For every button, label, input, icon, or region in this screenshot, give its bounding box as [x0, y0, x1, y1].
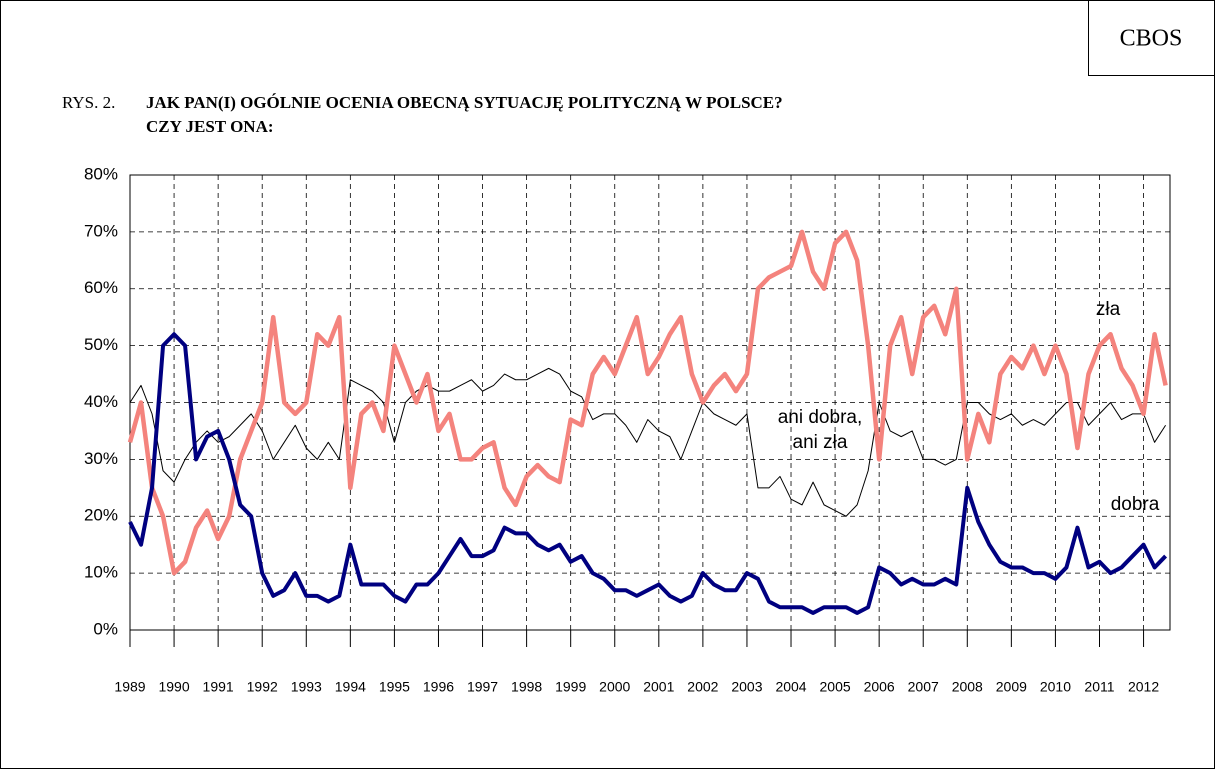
x-tick-label: 2010	[1040, 679, 1071, 695]
source: CBOS	[1120, 26, 1183, 52]
x-tick-label: 2005	[820, 679, 851, 695]
x-tick-label: 2003	[731, 679, 762, 695]
x-tick-label: 1996	[423, 679, 454, 695]
x-tick-label: 2007	[908, 679, 939, 695]
x-tick-label: 2000	[599, 679, 630, 695]
x-tick-label: 2011	[1084, 679, 1114, 695]
x-tick-label: 1990	[158, 679, 189, 695]
y-tick-label: 80%	[84, 164, 118, 183]
series-label: ani dobra, ani zła	[777, 407, 863, 453]
y-tick-label: 20%	[84, 506, 118, 525]
x-tick-label: 1991	[203, 679, 234, 695]
x-tick-label: 2004	[775, 679, 806, 695]
series-line	[128, 332, 1168, 615]
chart-title: JAK PAN(I) OGÓLNIE OCENIA OBECNĄ SYTUACJ…	[146, 93, 783, 112]
y-tick-label: 30%	[84, 449, 118, 468]
y-tick-label: 50%	[84, 335, 118, 354]
x-tick-label: 1993	[291, 679, 322, 695]
figure-label: RYS. 2.	[62, 93, 115, 112]
x-tick-label: 1989	[114, 679, 145, 695]
x-tick-label: 2008	[952, 679, 983, 695]
y-tick-label: 60%	[84, 278, 118, 297]
series-label: zła	[1096, 299, 1121, 320]
x-tick-label: 2006	[864, 679, 895, 695]
x-tick-label: 1992	[247, 679, 278, 695]
x-tick-label: 2001	[643, 679, 674, 695]
x-tick-label: 2002	[687, 679, 718, 695]
x-tick-label: 2012	[1128, 679, 1159, 695]
x-tick-label: 1999	[555, 679, 586, 695]
y-tick-label: 0%	[93, 619, 118, 638]
series-line	[129, 367, 1167, 517]
chart-subtitle: CZY JEST ONA:	[146, 117, 274, 136]
y-tick-label: 10%	[84, 563, 118, 582]
x-tick-label: 1998	[511, 679, 542, 695]
x-tick-label: 1997	[467, 679, 498, 695]
x-tick-label: 2009	[996, 679, 1027, 695]
y-tick-label: 40%	[84, 392, 118, 411]
series-label: dobra	[1111, 494, 1160, 515]
x-tick-label: 1995	[379, 679, 410, 695]
x-tick-label: 1994	[335, 679, 366, 695]
series-line	[127, 229, 1168, 576]
y-tick-label: 70%	[84, 221, 118, 240]
